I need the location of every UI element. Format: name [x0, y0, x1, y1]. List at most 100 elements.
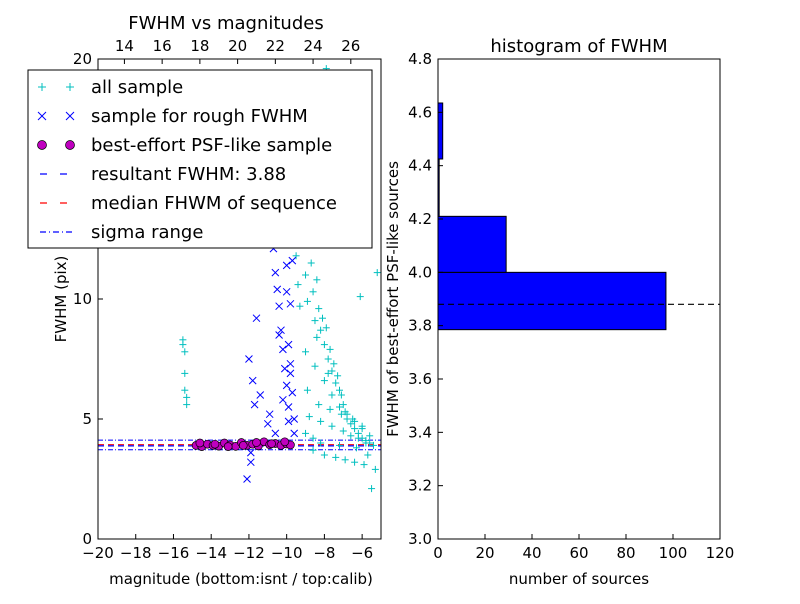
legend-item: resultant FWHM: 3.88	[40, 164, 286, 185]
all-sample-point	[315, 305, 323, 313]
all-sample-point	[360, 461, 368, 469]
psf-like-point	[280, 437, 290, 447]
all-sample-point	[369, 441, 377, 449]
left-x-tick-label: −12	[233, 544, 265, 562]
psf-like-point	[267, 439, 276, 449]
x-marker-b	[284, 403, 293, 411]
left-y-tick-label: 0	[82, 530, 92, 548]
right-y-tick-label: 4.2	[408, 210, 432, 228]
right-y-tick-label: 4.8	[408, 50, 432, 68]
all-sample-point	[352, 444, 360, 452]
left-x-axis-label: magnitude (bottom:isnt / top:calib)	[109, 570, 373, 588]
all-sample-point	[302, 271, 310, 279]
all-sample-point	[335, 441, 343, 449]
rough-fwhm-point	[246, 448, 255, 457]
all-sample-point	[317, 439, 325, 447]
x-marker-b	[284, 417, 293, 426]
all-sample-point	[335, 403, 343, 411]
x-marker-b	[290, 429, 299, 438]
right-y-tick-label: 3.4	[408, 423, 432, 441]
all-sample-point	[320, 377, 328, 385]
right-x-axis: 0 20 40 60 80 100 120	[433, 534, 734, 562]
all-sample-point	[317, 417, 325, 425]
rough-fwhm-point	[290, 429, 299, 438]
all-sample-point	[347, 420, 355, 428]
left-x-tick-label: −18	[120, 544, 152, 562]
x-marker-b	[290, 415, 299, 423]
right-chart-title: histogram of FWHM	[490, 36, 667, 57]
legend-x-b	[65, 111, 75, 121]
legend-x-b	[37, 111, 47, 121]
all-sample-point	[364, 451, 372, 459]
all-sample-point	[366, 432, 374, 440]
left-top-tick-label: 14	[115, 37, 134, 55]
rough-fwhm-point	[284, 403, 293, 411]
all-sample-point	[307, 259, 315, 267]
legend-label: all sample	[91, 77, 183, 98]
left-y-axis-label: FWHM (pix)	[52, 256, 70, 343]
x-marker-b	[279, 395, 287, 404]
x-marker-b	[271, 268, 280, 277]
psf-like-point	[210, 439, 220, 449]
x-marker-b	[286, 359, 295, 368]
all-sample-point	[320, 451, 328, 459]
rough-fwhm-point	[282, 261, 291, 270]
legend-items: all sample sample for rough FWHM best-effo…	[37, 77, 337, 243]
all-sample-point	[320, 341, 328, 349]
all-sample-point	[315, 401, 323, 409]
legend-item: best-effort PSF-like sample	[37, 135, 332, 156]
rough-fwhm-point	[280, 364, 289, 373]
histogram-bar	[437, 102, 444, 160]
right-y-tick-label: 3.0	[408, 530, 432, 548]
all-sample-point	[337, 410, 345, 418]
left-top-tick-label: 24	[304, 37, 323, 55]
left-top-tick-label: 22	[266, 37, 285, 55]
left-x-tick-label: −20	[82, 544, 114, 562]
rough-fwhm-point	[282, 287, 291, 296]
right-x-tick-label: 100	[659, 544, 688, 562]
rough-fwhm-point	[277, 326, 285, 335]
all-sample-point	[183, 393, 191, 401]
x-marker-b	[252, 314, 261, 323]
left-chart-title: FWHM vs magnitudes	[128, 13, 323, 34]
rough-fwhm-point	[286, 299, 295, 308]
x-marker-b	[286, 369, 295, 378]
all-sample-point	[330, 360, 338, 368]
all-sample-point	[351, 425, 359, 433]
right-y-axis-label: FWHM of best-effort PSF-like sources	[384, 161, 402, 437]
rough-fwhm-point	[275, 302, 283, 311]
all-sample-point	[326, 405, 334, 413]
right-x-tick-label: 20	[475, 544, 494, 562]
legend-circle	[37, 140, 47, 150]
all-sample-point	[362, 439, 370, 447]
rough-fwhm-point	[246, 458, 255, 467]
legend-label: sample for rough FWHM	[91, 106, 308, 127]
rough-fwhm-point	[290, 415, 299, 423]
all-sample-point	[349, 415, 357, 423]
x-marker-b	[246, 458, 255, 467]
rough-fwhm-point	[286, 369, 295, 378]
left-y-tick-label: 10	[73, 290, 92, 308]
left-y-axis: 0 5 10 20	[73, 50, 103, 548]
rough-fwhm-point	[286, 359, 295, 368]
x-marker-b	[273, 285, 282, 294]
left-top-tick-label: 16	[153, 37, 172, 55]
legend-label: sigma range	[91, 222, 203, 243]
x-marker-b	[275, 331, 283, 339]
right-y-tick-label: 3.6	[408, 370, 432, 388]
psf-like-point	[223, 442, 233, 451]
all-sample-point	[328, 422, 336, 430]
x-marker-b	[282, 381, 291, 390]
all-sample-point	[351, 458, 359, 466]
all-sample-point	[181, 348, 189, 356]
fwhm-vs-magnitude-panel: −20 −18 −16 −14 −12 −10 −8 −6 0 5 10 20 14 16 18 20 22…	[27, 13, 382, 588]
all-sample-point	[303, 297, 311, 305]
left-x-axis: −20 −18 −16 −14 −12 −10 −8 −6	[82, 534, 373, 562]
legend-box	[27, 69, 373, 249]
x-marker-b	[282, 287, 291, 296]
all-sample-point	[294, 281, 302, 289]
rough-fwhm-point	[284, 417, 293, 426]
x-marker-b	[248, 376, 257, 385]
rough-fwhm-point	[243, 475, 251, 483]
